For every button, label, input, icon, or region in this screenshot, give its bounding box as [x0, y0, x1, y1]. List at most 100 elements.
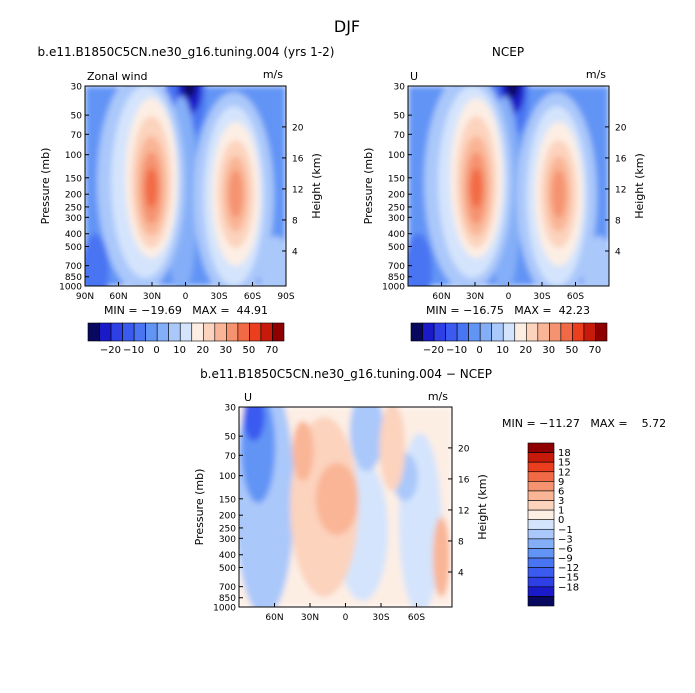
ncep-contour-field — [408, 86, 609, 286]
colorbar-label: 50 — [242, 345, 255, 356]
y-tick-label: 850 — [65, 273, 82, 283]
y-tick-label: 150 — [219, 495, 236, 505]
colorbar-cell — [502, 322, 516, 342]
colorbar-label: 20 — [519, 345, 532, 356]
height-tick-label: 12 — [292, 185, 303, 195]
colorbar-cell — [433, 322, 446, 342]
colorbar-cell — [422, 322, 435, 342]
colorbar-cell — [179, 322, 193, 342]
colorbar-label: −18 — [558, 582, 579, 593]
sh-polar-surface — [582, 236, 609, 286]
height-tick-label: 12 — [615, 185, 626, 195]
colorbar-cell — [572, 322, 585, 342]
height-tick-label: 8 — [458, 537, 464, 547]
ncep-x-axis: 60N 30N 0 30S 60S — [432, 282, 584, 302]
colorbar-cell — [527, 528, 555, 540]
y-tick-label: 150 — [65, 174, 82, 184]
colorbar-label: −12 — [558, 563, 579, 574]
x-tick-label: 60N — [432, 292, 450, 302]
x-tick-label: 30N — [143, 292, 161, 302]
colorbar-cell — [445, 322, 458, 342]
x-tick-label: 0 — [183, 292, 189, 302]
y-tick-label: 400 — [219, 551, 236, 561]
colorbar-cell — [527, 461, 555, 473]
sh-polar-surface — [259, 236, 286, 286]
colorbar-label: −15 — [558, 573, 579, 584]
y-tick-label: 850 — [388, 273, 405, 283]
colorbar-cell — [527, 509, 555, 521]
nh-positive-upper — [292, 421, 314, 481]
ncep-height-axis: 20 16 12 8 4 — [605, 123, 627, 257]
colorbar-cell — [537, 322, 550, 342]
nh-negative-core — [243, 407, 265, 441]
nh-polar-surface — [408, 234, 433, 286]
height-tick-label: 20 — [292, 123, 304, 133]
y-tick-label: 300 — [65, 214, 82, 224]
y-tick-label: 250 — [388, 203, 405, 213]
model-stats: MIN = −19.69 MAX = 44.91 — [104, 304, 268, 317]
model-units: m/s — [263, 68, 283, 81]
y-tick-label: 250 — [219, 524, 236, 534]
x-tick-label: 0 — [506, 292, 512, 302]
height-tick-label: 4 — [292, 247, 298, 257]
colorbar-cell — [491, 322, 504, 342]
x-tick-label: 0 — [343, 613, 349, 623]
colorbar-cell — [226, 322, 239, 342]
panel-ncep-title: NCEP — [492, 45, 524, 59]
y-tick-label: 70 — [71, 131, 83, 141]
colorbar-cell — [468, 322, 481, 342]
height-tick-label: 16 — [615, 154, 627, 164]
colorbar-label: 50 — [565, 345, 578, 356]
colorbar-cell — [527, 538, 555, 549]
y-tick-label: 30 — [394, 83, 406, 93]
y-tick-label: 500 — [388, 243, 405, 253]
ncep-stats: MIN = −16.75 MAX = 42.23 — [426, 304, 590, 317]
nh-jet-core — [470, 168, 483, 208]
colorbar-cell — [527, 500, 555, 511]
colorbar-cell — [156, 322, 170, 342]
colorbar-label: −9 — [558, 554, 573, 565]
colorbar-label: 3 — [558, 496, 564, 507]
colorbar-cell — [595, 322, 608, 342]
y-tick-label: 500 — [219, 564, 236, 574]
colorbar-label: 0 — [153, 345, 159, 356]
y-tick-label: 70 — [225, 452, 237, 462]
easterly-core-center — [506, 86, 519, 98]
y-tick-label: 250 — [65, 203, 82, 213]
colorbar-cell — [527, 586, 555, 597]
colorbar-label: −10 — [123, 345, 144, 356]
ncep-y-label: Pressure (mb) — [362, 148, 375, 225]
height-tick-label: 8 — [615, 216, 621, 226]
y-tick-label: 1000 — [59, 283, 82, 293]
colorbar-label: 30 — [219, 345, 232, 356]
colorbar-cell — [549, 322, 562, 342]
model-x-axis: 90N 60N 30N 0 30S 60S 90S — [76, 282, 295, 302]
sh-jet-core — [551, 170, 566, 218]
y-tick-label: 70 — [394, 131, 406, 141]
colorbar-cell — [87, 322, 100, 342]
colorbar-cell — [133, 322, 146, 342]
y-tick-label: 30 — [225, 404, 237, 414]
colorbar-cell — [260, 322, 273, 342]
x-tick-label: 60N — [109, 292, 127, 302]
x-tick-label: 60S — [244, 292, 261, 302]
colorbar-cell — [410, 322, 423, 342]
panel-model-title: b.e11.B1850C5CN.ne30_g16.tuning.004 (yrs… — [38, 45, 335, 59]
colorbar-cell — [479, 322, 493, 342]
y-tick-label: 700 — [65, 262, 82, 272]
colorbar-cell — [525, 322, 539, 342]
colorbar-label: 70 — [266, 345, 279, 356]
y-tick-label: 100 — [65, 151, 82, 161]
y-tick-label: 200 — [388, 191, 405, 201]
height-tick-label: 12 — [458, 506, 469, 516]
y-tick-label: 700 — [219, 583, 236, 593]
nh-polar-surface — [85, 234, 110, 286]
colorbar-label: 0 — [476, 345, 482, 356]
height-tick-label: 20 — [615, 123, 627, 133]
ncep-y-label-right: Height (km) — [633, 153, 646, 219]
y-tick-label: 150 — [388, 174, 405, 184]
colorbar-label: 0 — [558, 515, 564, 526]
panel-difference-title: b.e11.B1850C5CN.ne30_g16.tuning.004 − NC… — [200, 367, 492, 381]
ncep-units: m/s — [586, 68, 606, 81]
